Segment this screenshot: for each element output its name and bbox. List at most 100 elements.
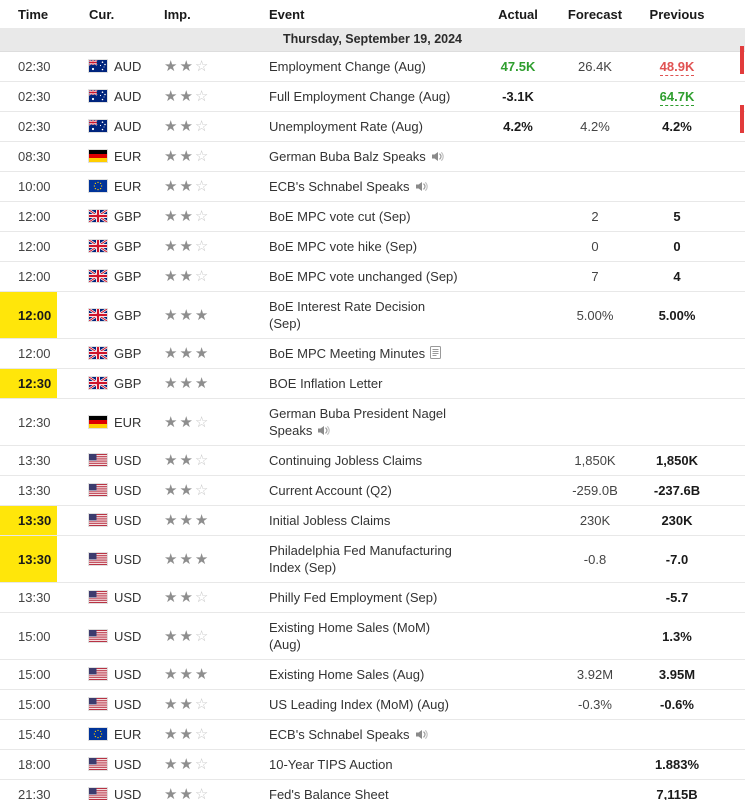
star-empty-icon: ☆ bbox=[194, 58, 211, 75]
actual-value bbox=[485, 141, 551, 172]
star-filled-icon: ★ bbox=[164, 756, 180, 773]
event-name[interactable]: US Leading Index (MoM) (Aug) bbox=[269, 697, 449, 712]
event-row[interactable]: 08:30 EUR ★★☆ German Buba Balz Speaks bbox=[0, 141, 745, 172]
event-row[interactable]: 12:30 GBP ★★★ BOE Inflation Letter bbox=[0, 368, 745, 399]
us-flag bbox=[89, 668, 107, 680]
event-name[interactable]: BoE Interest Rate Decision (Sep) bbox=[269, 299, 426, 331]
event-row[interactable]: 21:30 USD ★★☆ Fed's Balance Sheet 7,115B bbox=[0, 779, 745, 800]
event-cell: US Leading Index (MoM) (Aug) bbox=[265, 689, 485, 720]
column-header-forecast: Forecast bbox=[567, 7, 623, 22]
event-time-highlighted: 12:00 bbox=[0, 291, 85, 339]
star-filled-icon: ★ bbox=[164, 58, 180, 75]
event-row[interactable]: 02:30 AUD ★★☆ Unemployment Rate (Aug) 4.2% 4.… bbox=[0, 111, 745, 142]
currency-code: USD bbox=[114, 513, 142, 528]
event-name[interactable]: Continuing Jobless Claims bbox=[269, 453, 423, 468]
event-name[interactable]: BoE MPC Meeting Minutes bbox=[269, 346, 426, 361]
event-name[interactable]: Fed's Balance Sheet bbox=[269, 787, 389, 800]
actual-value bbox=[485, 505, 551, 536]
event-name[interactable]: Philadelphia Fed Manufacturing Index (Se… bbox=[269, 543, 452, 575]
importance-stars: ★★☆ bbox=[160, 261, 265, 292]
event-name[interactable]: Initial Jobless Claims bbox=[269, 513, 391, 528]
importance-stars: ★★★ bbox=[160, 368, 265, 399]
star-filled-icon: ★ bbox=[164, 696, 180, 713]
forecast-value: 5.00% bbox=[551, 291, 639, 339]
importance-stars: ★★☆ bbox=[160, 111, 265, 142]
event-name[interactable]: ECB's Schnabel Speaks bbox=[269, 727, 410, 742]
event-name[interactable]: BoE MPC vote cut (Sep) bbox=[269, 209, 411, 224]
star-filled-icon: ★ bbox=[164, 375, 180, 392]
star-empty-icon: ☆ bbox=[194, 756, 211, 773]
star-empty-icon: ☆ bbox=[194, 627, 211, 645]
currency-cell: EUR bbox=[85, 141, 160, 172]
star-empty-icon: ☆ bbox=[194, 208, 211, 225]
star-filled-icon: ★ bbox=[179, 512, 195, 529]
currency-cell: USD bbox=[85, 689, 160, 720]
forecast-value bbox=[551, 719, 639, 750]
star-filled-icon: ★ bbox=[164, 786, 180, 800]
importance-stars: ★★★ bbox=[160, 338, 265, 369]
event-cell: Continuing Jobless Claims bbox=[265, 445, 485, 476]
event-name[interactable]: BoE MPC vote hike (Sep) bbox=[269, 239, 418, 254]
event-name[interactable]: ECB's Schnabel Speaks bbox=[269, 179, 410, 194]
event-row[interactable]: 13:30 USD ★★★ Initial Jobless Claims 230K 230… bbox=[0, 505, 745, 536]
event-time: 13:30 bbox=[0, 475, 85, 506]
event-row[interactable]: 18:00 USD ★★☆ 10-Year TIPS Auction 1.883% bbox=[0, 749, 745, 780]
event-row[interactable]: 12:30 EUR ★★☆ German Buba President Nagel S… bbox=[0, 398, 745, 446]
date-label: Thursday, September 19, 2024 bbox=[0, 28, 745, 52]
event-row[interactable]: 13:30 USD ★★☆ Continuing Jobless Claims 1,85… bbox=[0, 445, 745, 476]
event-name[interactable]: German Buba Balz Speaks bbox=[269, 149, 426, 164]
star-empty-icon: ☆ bbox=[194, 88, 211, 105]
previous-value: 4 bbox=[639, 261, 745, 292]
star-filled-icon: ★ bbox=[179, 88, 195, 105]
event-row[interactable]: 02:30 AUD ★★☆ Full Employment Change (Aug) -… bbox=[0, 81, 745, 112]
currency-code: USD bbox=[114, 667, 142, 682]
event-name[interactable]: BoE MPC vote unchanged (Sep) bbox=[269, 269, 458, 284]
event-name[interactable]: Existing Home Sales (MoM) (Aug) bbox=[269, 620, 431, 652]
event-row[interactable]: 15:40 EUR ★★☆ ECB's Schnabel Speaks bbox=[0, 719, 745, 750]
currency-cell: AUD bbox=[85, 51, 160, 82]
event-time: 18:00 bbox=[0, 749, 85, 780]
event-row[interactable]: 13:30 USD ★★★ Philadelphia Fed Manufacturin… bbox=[0, 535, 745, 583]
currency-cell: USD bbox=[85, 779, 160, 800]
event-row[interactable]: 12:00 GBP ★★★ BoE MPC Meeting Minutes bbox=[0, 338, 745, 369]
star-filled-icon: ★ bbox=[194, 345, 211, 362]
event-row[interactable]: 10:00 EUR ★★☆ ECB's Schnabel Speaks bbox=[0, 171, 745, 202]
event-name[interactable]: BOE Inflation Letter bbox=[269, 376, 383, 391]
event-cell: BOE Inflation Letter bbox=[265, 368, 485, 399]
event-cell: Fed's Balance Sheet bbox=[265, 779, 485, 800]
event-row[interactable]: 15:00 USD ★★☆ Existing Home Sales (MoM) (Au… bbox=[0, 612, 745, 660]
importance-stars: ★★☆ bbox=[160, 171, 265, 202]
event-row[interactable]: 13:30 USD ★★☆ Current Account (Q2) -259.0B -2… bbox=[0, 475, 745, 506]
event-name[interactable]: Full Employment Change (Aug) bbox=[269, 89, 451, 104]
event-row[interactable]: 12:00 GBP ★★☆ BoE MPC vote cut (Sep) 2 5 bbox=[0, 201, 745, 232]
us-flag bbox=[89, 552, 107, 565]
uk-flag bbox=[88, 239, 108, 253]
currency-code: AUD bbox=[114, 119, 142, 134]
event-row[interactable]: 12:00 GBP ★★☆ BoE MPC vote unchanged (Sep) 7… bbox=[0, 261, 745, 292]
event-name[interactable]: Employment Change (Aug) bbox=[269, 59, 426, 74]
event-name[interactable]: Current Account (Q2) bbox=[269, 483, 392, 498]
event-row[interactable]: 13:30 USD ★★☆ Philly Fed Employment (Sep) -5… bbox=[0, 582, 745, 613]
event-time-highlighted: 13:30 bbox=[0, 535, 85, 583]
previous-value: 230K bbox=[639, 505, 745, 536]
event-row[interactable]: 12:00 GBP ★★★ BoE Interest Rate Decision (S… bbox=[0, 291, 745, 339]
event-name[interactable]: Unemployment Rate (Aug) bbox=[269, 119, 423, 134]
event-name[interactable]: Existing Home Sales (Aug) bbox=[269, 667, 425, 682]
speaker-icon bbox=[415, 729, 428, 740]
previous-value: 1.3% bbox=[639, 612, 745, 660]
us-flag bbox=[89, 484, 107, 496]
event-cell: German Buba Balz Speaks bbox=[265, 141, 485, 172]
event-row[interactable]: 12:00 GBP ★★☆ BoE MPC vote hike (Sep) 0 0 bbox=[0, 231, 745, 262]
eu-flag bbox=[89, 180, 107, 192]
event-name[interactable]: Philly Fed Employment (Sep) bbox=[269, 590, 438, 605]
event-row[interactable]: 15:00 USD ★★★ Existing Home Sales (Aug) 3.92… bbox=[0, 659, 745, 690]
star-filled-icon: ★ bbox=[194, 375, 211, 392]
event-row[interactable]: 15:00 USD ★★☆ US Leading Index (MoM) (Aug) -… bbox=[0, 689, 745, 720]
event-row[interactable]: 02:30 AUD ★★☆ Employment Change (Aug) 47.5K 2… bbox=[0, 51, 745, 82]
currency-cell: AUD bbox=[85, 111, 160, 142]
importance-stars: ★★★ bbox=[160, 659, 265, 690]
event-name[interactable]: German Buba President Nagel Speaks bbox=[269, 406, 447, 438]
forecast-value bbox=[551, 612, 639, 660]
event-name[interactable]: 10-Year TIPS Auction bbox=[269, 757, 393, 772]
currency-cell: USD bbox=[85, 659, 160, 690]
